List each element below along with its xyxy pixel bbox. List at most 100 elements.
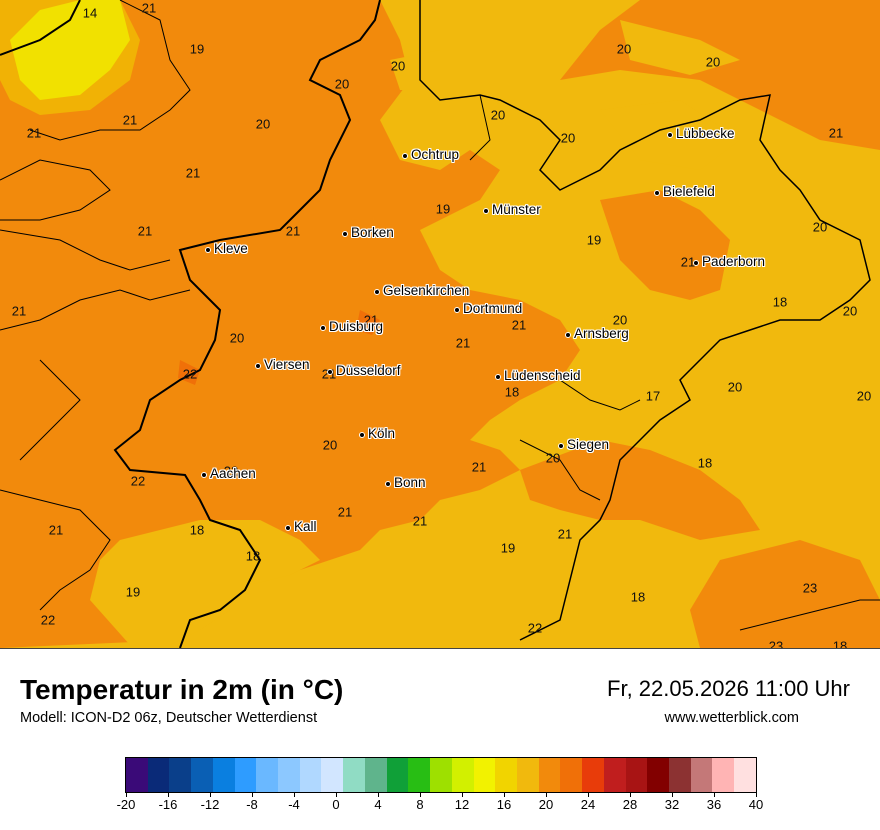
scale-tick xyxy=(168,793,169,797)
color-swatch xyxy=(278,758,300,792)
color-swatch xyxy=(690,758,713,792)
scale-tick-label: -12 xyxy=(200,797,220,812)
color-swatch xyxy=(234,758,257,792)
forecast-datetime: Fr, 22.05.2026 11:00 Uhr xyxy=(607,676,850,701)
temp-band-16-18 xyxy=(0,0,140,115)
scale-tick-label: 0 xyxy=(332,797,340,812)
temperature-value: 19 xyxy=(435,201,451,217)
city-label: Aachen xyxy=(210,466,256,481)
temperature-value: 18 xyxy=(245,548,261,564)
color-scale-bar xyxy=(125,757,757,793)
city-dot xyxy=(654,190,660,196)
temperature-value: 21 xyxy=(48,522,64,538)
city-dot xyxy=(385,481,391,487)
temperature-value: 21 xyxy=(185,165,201,181)
temperature-value: 21 xyxy=(11,303,27,319)
color-swatch xyxy=(321,758,344,792)
color-swatch xyxy=(451,758,474,792)
temperature-value: 21 xyxy=(680,254,696,270)
website-link[interactable]: www.wetterblick.com xyxy=(664,710,799,726)
color-swatch xyxy=(734,758,756,792)
city-dot xyxy=(320,325,326,331)
temperature-value: 21 xyxy=(828,125,844,141)
temperature-value: 22 xyxy=(223,463,239,479)
temperature-value: 14 xyxy=(82,5,98,21)
temperature-value: 20 xyxy=(616,41,632,57)
city-dot xyxy=(359,432,365,438)
temperature-value: 19 xyxy=(586,232,602,248)
city-label: Ochtrup xyxy=(411,147,460,162)
temp-band-18-20-blob-1 xyxy=(390,50,470,90)
scale-tick xyxy=(294,793,295,797)
color-swatch xyxy=(430,758,452,792)
temp-band-18-20-blob-2 xyxy=(620,20,740,75)
scale-tick xyxy=(210,793,211,797)
color-swatch xyxy=(386,758,409,792)
temperature-value: 21 xyxy=(471,459,487,475)
color-swatch xyxy=(147,758,170,792)
color-swatch xyxy=(516,758,539,792)
temp-band-20-22-south xyxy=(520,440,760,540)
temperature-value: 21 xyxy=(511,317,527,333)
city-dot xyxy=(558,443,564,449)
city-dot xyxy=(483,208,489,214)
city-dot xyxy=(402,153,408,159)
city-label: Köln xyxy=(368,426,396,441)
temperature-value: 21 xyxy=(137,223,153,239)
city-label: Lübbecke xyxy=(676,126,735,141)
city-label: Bonn xyxy=(394,475,426,490)
temperature-value: 20 xyxy=(560,130,576,146)
city-label: Gelsenkirchen xyxy=(383,283,470,298)
city-label: Dortmund xyxy=(463,301,523,316)
temperature-value: 20 xyxy=(856,388,872,404)
city-dot xyxy=(667,132,673,138)
scale-tick xyxy=(126,793,127,797)
temperature-value: 17 xyxy=(645,388,661,404)
scale-tick xyxy=(252,793,253,797)
scale-tick-label: -16 xyxy=(158,797,178,812)
scale-tick-label: 28 xyxy=(622,797,638,812)
temperature-value: 20 xyxy=(490,107,506,123)
weather-map: 14 21 19 20 20 20 20 20 20 21 21 21 20 2… xyxy=(0,0,880,649)
temperature-value: 18 xyxy=(189,522,205,538)
temperature-value: 18 xyxy=(630,589,646,605)
color-swatch xyxy=(538,758,561,792)
temperature-value: 20 xyxy=(842,303,858,319)
temperature-value: 20 xyxy=(705,54,721,70)
temperature-value: 21 xyxy=(285,223,301,239)
map-footer: Temperatur in 2m (in °C) Modell: ICON-D2… xyxy=(0,649,880,830)
color-swatch xyxy=(256,758,279,792)
city-dot xyxy=(285,525,291,531)
state-borders xyxy=(0,0,880,648)
scale-tick xyxy=(504,793,505,797)
scale-tick-label: 24 xyxy=(580,797,596,812)
temperature-value: 20 xyxy=(255,116,271,132)
city-dot xyxy=(201,472,207,478)
city-label: Münster xyxy=(492,202,541,217)
color-swatch xyxy=(582,758,604,792)
scale-tick-label: 32 xyxy=(664,797,680,812)
color-swatch xyxy=(408,758,431,792)
scale-tick-label: 12 xyxy=(454,797,470,812)
scale-tick xyxy=(420,793,421,797)
scale-tick xyxy=(378,793,379,797)
scale-tick xyxy=(336,793,337,797)
temperature-value: 21 xyxy=(122,112,138,128)
temperature-value: 20 xyxy=(727,379,743,395)
temperature-value: 20 xyxy=(812,219,828,235)
city-label: Viersen xyxy=(264,357,310,372)
scale-tick-label: -20 xyxy=(116,797,136,812)
temperature-value: 21 xyxy=(455,335,471,351)
temperature-value: 20 xyxy=(334,76,350,92)
color-swatch xyxy=(191,758,213,792)
temperature-value: 20 xyxy=(390,58,406,74)
temperature-value: 21 xyxy=(363,312,379,328)
city-label: Kall xyxy=(294,519,317,534)
color-swatch xyxy=(668,758,691,792)
temperature-value: 19 xyxy=(189,41,205,57)
scale-tick-label: -8 xyxy=(246,797,258,812)
temperature-value: 21 xyxy=(557,526,573,542)
scale-tick xyxy=(546,793,547,797)
temperature-value: 23 xyxy=(802,580,818,596)
city-label: Düsseldorf xyxy=(336,363,401,378)
